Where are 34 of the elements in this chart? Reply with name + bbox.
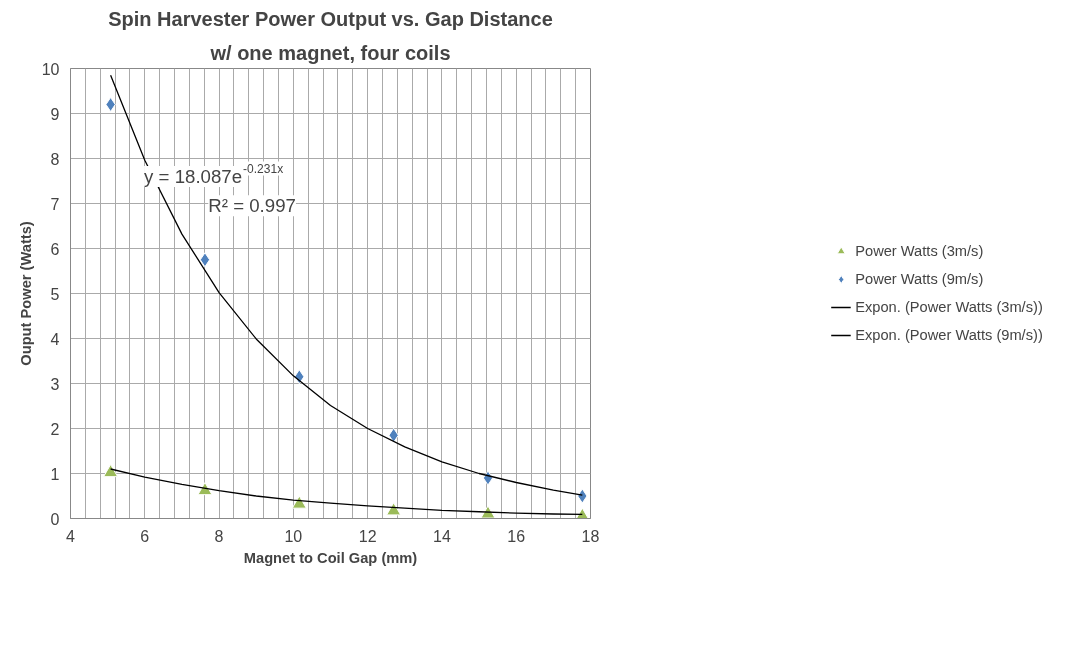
y-tick-label: 7 (50, 195, 60, 213)
x-tick-label: 8 (214, 527, 224, 545)
point (291, 495, 307, 509)
y-axis-title: Ouput Power (Watts) (17, 221, 34, 366)
point (199, 252, 211, 268)
y-tick-label: 9 (50, 105, 60, 123)
x-tick-label: 6 (140, 527, 150, 545)
legend-label: Power Watts (3m/s) (855, 243, 984, 259)
y-tick-label: 0 (50, 510, 60, 528)
y-tick-label: 2 (50, 420, 60, 438)
point (103, 464, 119, 478)
point (386, 502, 402, 516)
x-tick-label: 12 (358, 527, 377, 545)
y-tick-label: 4 (50, 330, 60, 348)
legend-label: Expon. (Power Watts (9m/s)) (855, 327, 1043, 343)
y-tick-label: 10 (41, 60, 60, 78)
x-axis-title: Magnet to Coil Gap (mm) (243, 549, 418, 566)
legend-label: Expon. (Power Watts (3m/s)) (855, 299, 1043, 315)
x-tick-label: 10 (284, 527, 303, 545)
y-tick-label: 3 (50, 375, 60, 393)
x-tick-label: 16 (507, 527, 526, 545)
chart-subtitle: w/ one magnet, four coils (209, 41, 451, 64)
y-tick-label: 1 (50, 465, 60, 483)
point (105, 97, 116, 112)
chart-title: Spin Harvester Power Output vs. Gap Distance (108, 7, 553, 30)
x-tick-label: 18 (581, 527, 600, 545)
annotation: R² = 0.997 (208, 195, 296, 217)
y-tick-label: 8 (50, 150, 60, 168)
x-tick-label: 14 (433, 527, 451, 545)
point (197, 482, 213, 496)
legend-label: Power Watts (9m/s) (855, 271, 984, 287)
y-tick-label: 5 (50, 285, 60, 303)
x-tick-label: 4 (66, 527, 76, 545)
y-tick-label: 6 (50, 240, 60, 258)
